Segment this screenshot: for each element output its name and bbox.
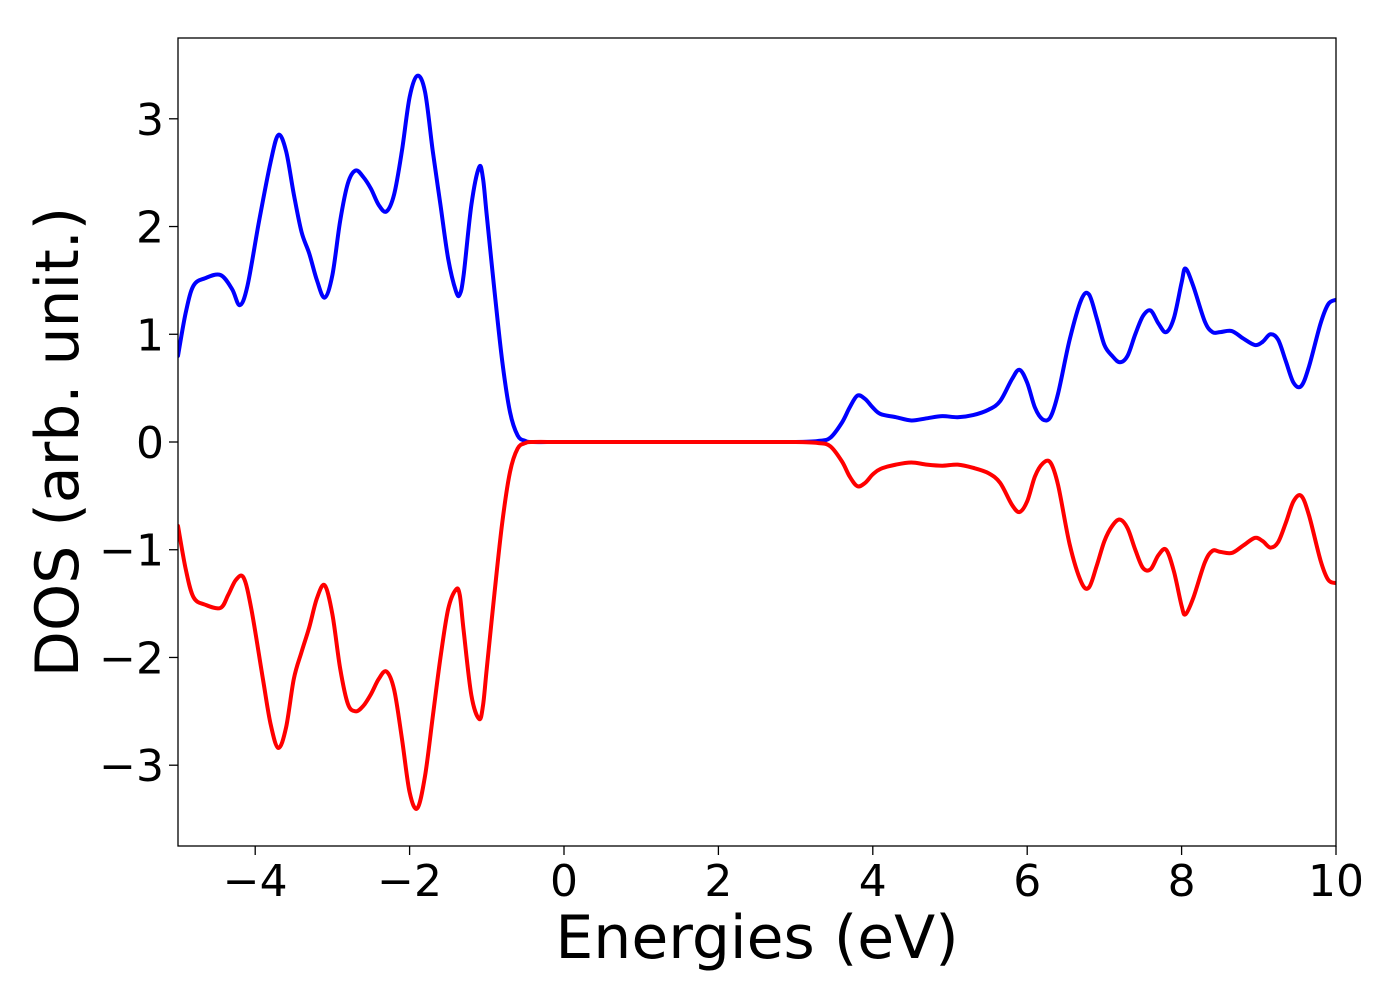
y-tick-label: 1 [136,310,164,361]
y-tick-label: −3 [99,741,164,792]
y-tick-label: 2 [136,203,164,254]
x-tick-label: −4 [223,856,288,907]
x-axis-ticks: −4 −2 0 2 4 6 8 10 [223,846,1364,907]
x-tick-label: 2 [704,856,732,907]
x-axis-label: Energies (eV) [555,903,958,973]
y-axis-ticks: −3 −2 −1 0 1 2 3 [99,95,178,792]
x-tick-label: 4 [859,856,887,907]
y-tick-label: −1 [99,526,164,577]
y-axis-label: DOS (arb. unit.) [23,207,93,677]
dos-series-1-line [178,73,1336,445]
y-tick-label: 3 [136,95,164,146]
y-tick-label: 0 [136,418,164,469]
series-group [178,73,1336,811]
x-tick-label: −2 [377,856,442,907]
y-tick-label: −2 [99,633,164,684]
x-tick-label: 10 [1308,856,1364,907]
x-tick-label: 6 [1013,856,1041,907]
dos-series-2-line [178,439,1336,811]
x-tick-label: 8 [1168,856,1196,907]
x-tick-label: 0 [550,856,578,907]
